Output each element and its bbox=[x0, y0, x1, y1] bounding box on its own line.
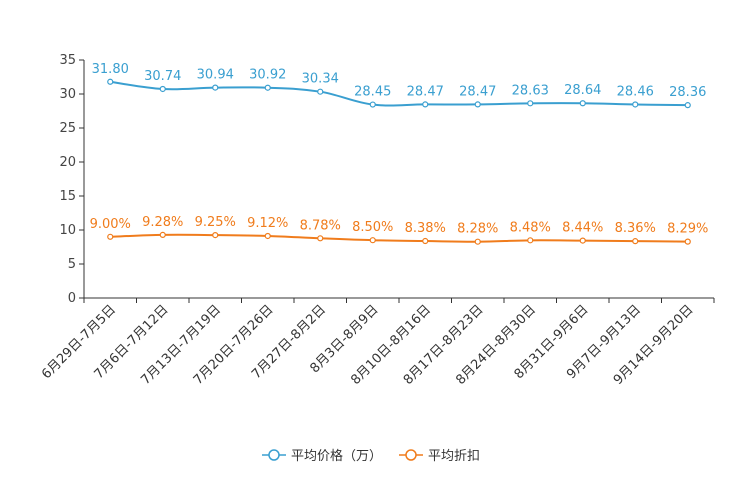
data-point bbox=[684, 238, 691, 245]
data-label: 9.12% bbox=[247, 216, 288, 231]
data-label: 8.38% bbox=[405, 221, 446, 236]
data-label: 28.36 bbox=[669, 85, 706, 100]
y-tick-label: 30 bbox=[59, 87, 76, 102]
data-label: 30.74 bbox=[144, 69, 181, 84]
y-tick-label: 15 bbox=[59, 189, 76, 204]
data-label: 28.63 bbox=[512, 83, 549, 98]
data-point bbox=[212, 84, 219, 91]
data-point bbox=[579, 237, 586, 244]
data-point bbox=[684, 102, 691, 109]
data-label: 8.50% bbox=[352, 220, 393, 235]
data-label: 8.48% bbox=[510, 220, 551, 235]
legend-marker bbox=[268, 449, 280, 461]
y-tick-label: 5 bbox=[68, 257, 76, 272]
data-point bbox=[107, 233, 114, 240]
data-label: 9.28% bbox=[142, 215, 183, 230]
data-point bbox=[317, 235, 324, 242]
data-label: 9.25% bbox=[195, 215, 236, 230]
data-point bbox=[369, 237, 376, 244]
legend-label: 平均价格（万） bbox=[291, 448, 382, 464]
y-tick-label: 25 bbox=[59, 121, 76, 136]
series-2: 9.00% 9.28% 9.25% 9.12% 8.78% 8.50% 8.38% 8.28%… bbox=[90, 215, 708, 245]
data-label: 28.47 bbox=[407, 84, 444, 99]
legend: 平均价格（万） 平均折扣 bbox=[262, 448, 480, 464]
data-label: 8.29% bbox=[667, 222, 708, 237]
data-label: 9.00% bbox=[90, 217, 131, 232]
data-label: 31.80 bbox=[92, 62, 129, 77]
data-point bbox=[422, 237, 429, 245]
data-point bbox=[632, 238, 639, 245]
data-point bbox=[579, 100, 586, 107]
data-point bbox=[159, 231, 166, 238]
data-label: 28.47 bbox=[459, 84, 496, 99]
data-point bbox=[264, 84, 271, 91]
data-label: 8.28% bbox=[457, 222, 498, 237]
data-point bbox=[212, 232, 219, 239]
data-label: 28.64 bbox=[564, 83, 601, 98]
data-point bbox=[159, 85, 166, 93]
y-tick-label: 10 bbox=[59, 223, 76, 238]
legend-item-1: 平均价格（万） bbox=[262, 448, 382, 464]
data-point bbox=[474, 101, 481, 108]
data-point bbox=[422, 101, 429, 108]
data-point bbox=[264, 232, 271, 240]
series-layer: 31.80 30.74 30.94 30.92 30.34 28.45 28.47 28.47… bbox=[90, 62, 708, 245]
y-tick-label: 0 bbox=[68, 291, 76, 306]
series-line bbox=[110, 80, 688, 107]
legend-marker bbox=[405, 449, 417, 461]
series-1: 31.80 30.74 30.94 30.92 30.34 28.45 28.47 28.47… bbox=[92, 62, 706, 109]
data-point bbox=[527, 237, 534, 244]
data-label: 8.78% bbox=[300, 218, 341, 233]
data-point bbox=[632, 101, 639, 108]
data-label: 30.34 bbox=[302, 72, 339, 87]
data-point bbox=[317, 88, 324, 95]
series-line bbox=[110, 233, 688, 243]
data-label: 30.92 bbox=[249, 68, 286, 83]
data-point bbox=[474, 238, 481, 245]
data-label: 28.46 bbox=[617, 84, 654, 99]
legend-item-2: 平均折扣 bbox=[399, 449, 480, 464]
data-point bbox=[107, 78, 114, 85]
data-label: 28.45 bbox=[354, 85, 391, 100]
data-label: 8.44% bbox=[562, 221, 603, 236]
legend-label: 平均折扣 bbox=[428, 449, 480, 464]
data-label: 8.36% bbox=[615, 221, 656, 236]
y-tick-label: 20 bbox=[59, 155, 76, 170]
data-label: 30.94 bbox=[197, 68, 234, 83]
data-point bbox=[527, 100, 534, 107]
data-point bbox=[369, 101, 376, 108]
y-tick-label: 35 bbox=[59, 53, 76, 68]
